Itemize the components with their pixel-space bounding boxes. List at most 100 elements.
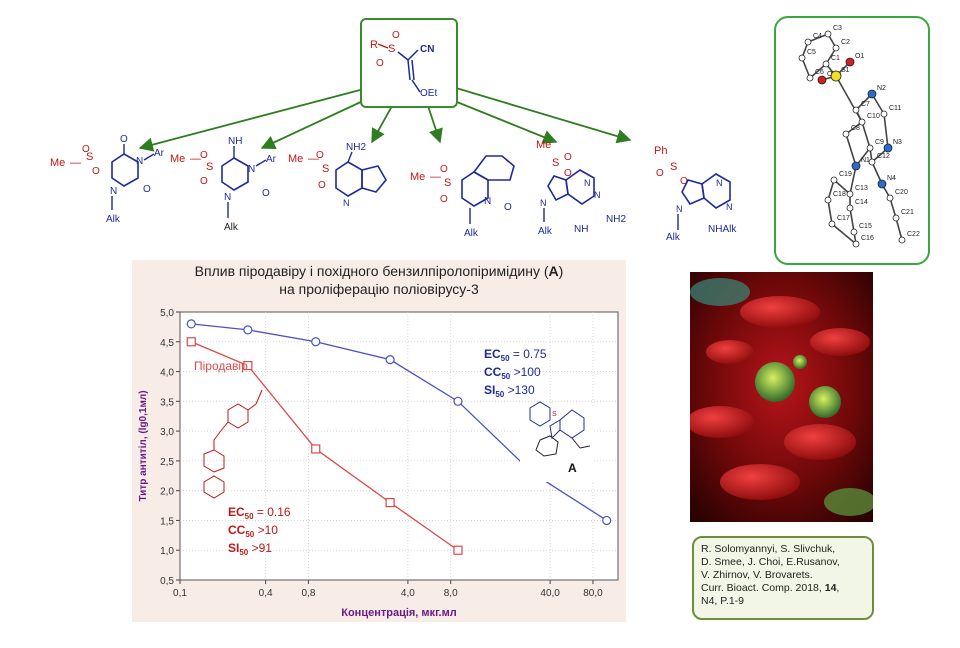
compound-a-background bbox=[520, 406, 594, 482]
crystal-atom bbox=[830, 70, 842, 82]
data-point-square bbox=[385, 497, 395, 508]
x-tick-label: 0,8 bbox=[302, 588, 316, 599]
data-point-circle bbox=[311, 337, 321, 347]
red-cc50: CC50 >10 bbox=[228, 523, 278, 539]
reference-line2: D. Smee, J. Choi, E.Rusanov, bbox=[701, 556, 840, 568]
pirodavir-chain bbox=[213, 431, 221, 450]
crystal-bond bbox=[895, 217, 903, 241]
crystal-atom bbox=[806, 74, 814, 82]
compound-5: Me S O O N N N Alk NH NH2 bbox=[536, 139, 626, 237]
crystal-atom-label: S1 bbox=[841, 67, 850, 74]
crystal-atom-label: C4 bbox=[813, 33, 822, 40]
pirodavir-pyridazine bbox=[203, 475, 225, 499]
svg-text:O: O bbox=[120, 134, 128, 145]
crystal-atom bbox=[846, 190, 854, 198]
data-point-square bbox=[311, 444, 321, 454]
svg-text:S: S bbox=[444, 177, 451, 189]
reference-line4: Curr. Bioact. Comp. 2018, bbox=[701, 582, 822, 594]
svg-text:Alk: Alk bbox=[464, 228, 479, 239]
crystal-bond bbox=[889, 197, 897, 219]
crystal-atom bbox=[824, 196, 832, 204]
svg-text:Alk: Alk bbox=[538, 226, 553, 237]
pirodavir-ester bbox=[247, 403, 257, 411]
svg-text:O: O bbox=[92, 166, 100, 177]
crystal-atom-label: C3 bbox=[833, 25, 842, 32]
svg-text:S: S bbox=[86, 151, 93, 163]
crystal-atom bbox=[804, 38, 812, 46]
svg-text:N: N bbox=[540, 198, 547, 208]
svg-text:Ph: Ph bbox=[654, 145, 667, 157]
crystal-bond bbox=[807, 33, 829, 43]
compound-a-allyl2 bbox=[579, 445, 591, 449]
svg-text:N: N bbox=[484, 196, 491, 207]
crystal-atom bbox=[850, 228, 858, 236]
crystal-atom bbox=[852, 106, 860, 114]
pirodavir-link bbox=[219, 421, 229, 433]
svg-text:N: N bbox=[136, 156, 143, 167]
crystal-atom bbox=[868, 158, 876, 166]
svg-text:O: O bbox=[392, 30, 400, 41]
compound-6: Ph O S O N N N Alk NHAlk bbox=[654, 145, 737, 243]
svg-text:Me: Me bbox=[536, 139, 551, 151]
crystal-atom-label: C11 bbox=[889, 105, 901, 112]
svg-text:O: O bbox=[200, 176, 208, 187]
y-tick-label: 1,0 bbox=[160, 546, 174, 557]
crystal-atom bbox=[851, 161, 861, 171]
crystal-atom bbox=[846, 204, 854, 212]
data-point-square bbox=[453, 545, 463, 555]
blue-cc50: CC50 >100 bbox=[484, 365, 541, 381]
compound-1: Me — S O O O N Ar O N Alk bbox=[50, 134, 165, 225]
chart-title-bold: A bbox=[548, 263, 559, 279]
crystal-atom-label: C7 bbox=[861, 101, 870, 108]
crystal-atom-label: C1 bbox=[831, 55, 840, 62]
svg-text:O: O bbox=[656, 168, 664, 179]
svg-text:S: S bbox=[322, 163, 329, 175]
crystal-bond bbox=[831, 223, 857, 245]
virus-illustration bbox=[690, 272, 873, 522]
svg-text:O: O bbox=[262, 188, 270, 199]
svg-text:O: O bbox=[564, 168, 572, 179]
crystal-atom-label: C13 bbox=[855, 185, 868, 192]
svg-text:N: N bbox=[110, 186, 117, 197]
crystal-atom bbox=[798, 54, 806, 62]
crystal-atom-label: C19 bbox=[839, 171, 852, 178]
x-tick-label: 40,0 bbox=[540, 588, 560, 599]
reference-line5: N4, P.1-9 bbox=[701, 595, 744, 607]
crystal-atom-label: C14 bbox=[855, 199, 868, 206]
svg-text:N: N bbox=[248, 164, 255, 175]
svg-text:Alk: Alk bbox=[666, 232, 681, 243]
crystal-atom-label: C17 bbox=[837, 215, 850, 222]
crystal-structure-panel: C4C3C2C5C1O1C6O2S1N2C7C10C11C8N1C9N3C12C… bbox=[774, 16, 930, 265]
crystal-atom bbox=[877, 179, 887, 189]
svg-text:—: — bbox=[70, 157, 81, 169]
chart-title-line2: на проліферацію поліовірусу-3 bbox=[279, 281, 479, 297]
svg-text:Ar: Ar bbox=[266, 154, 277, 165]
compound-a-sulfonyl: S bbox=[552, 411, 557, 418]
crystal-atom-label: C10 bbox=[867, 113, 880, 120]
data-point-circle bbox=[186, 319, 196, 329]
svg-text:NHAlk: NHAlk bbox=[708, 224, 737, 235]
compound-4: Me — S O O N O Alk bbox=[410, 155, 515, 239]
chart-title-line1: Вплив піродавіру і похідного бензилпірол… bbox=[194, 263, 549, 279]
crystal-atom-label: N1 bbox=[861, 157, 870, 164]
crystal-atom bbox=[830, 176, 838, 184]
svg-text:Me: Me bbox=[170, 153, 185, 165]
crystal-atom-label: C16 bbox=[861, 235, 874, 242]
crystal-atom-label: N2 bbox=[877, 85, 886, 92]
svg-text:S: S bbox=[206, 161, 213, 173]
crystal-atom-label: N3 bbox=[893, 139, 902, 146]
crystal-atom bbox=[886, 194, 894, 202]
crystal-atom-label: C5 bbox=[807, 49, 816, 56]
svg-text:Me: Me bbox=[50, 157, 65, 169]
y-tick-label: 3,5 bbox=[160, 397, 174, 408]
crystal-atom bbox=[817, 75, 827, 85]
crystal-bond bbox=[833, 179, 851, 195]
crystal-atom bbox=[880, 110, 888, 118]
svg-text:Me: Me bbox=[288, 153, 303, 165]
y-tick-label: 4,5 bbox=[160, 338, 174, 349]
svg-text:O: O bbox=[82, 144, 90, 155]
crystal-bond bbox=[849, 207, 855, 233]
data-point-circle bbox=[385, 355, 395, 365]
crystal-atom-label: C8 bbox=[851, 125, 860, 132]
data-point-circle bbox=[453, 396, 463, 406]
